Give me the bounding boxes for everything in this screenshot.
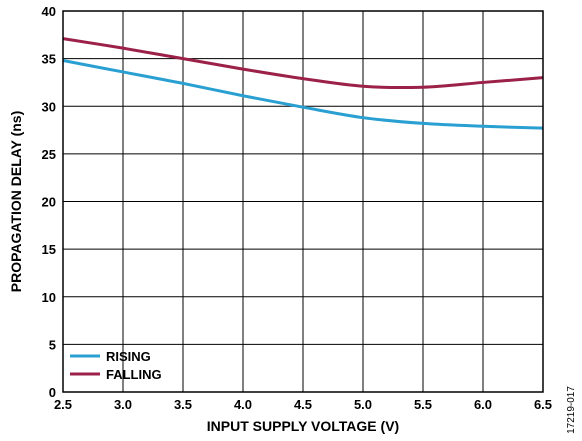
y-tick-label: 0 xyxy=(49,385,56,400)
x-tick-label: 5.0 xyxy=(354,397,372,412)
plot-frame xyxy=(62,10,544,393)
y-tick-label: 30 xyxy=(42,99,56,114)
legend: RISING FALLING xyxy=(70,349,162,382)
x-tick-labels: 2.5 3.0 3.5 4.0 4.5 5.0 5.5 6.0 6.5 xyxy=(54,397,552,412)
y-tick-label: 20 xyxy=(42,195,56,210)
x-tick-label: 3.0 xyxy=(114,397,132,412)
x-tick-label: 2.5 xyxy=(54,397,72,412)
x-axis-label: INPUT SUPPLY VOLTAGE (V) xyxy=(207,418,399,434)
legend-label-falling: FALLING xyxy=(106,367,162,382)
y-tick-label: 5 xyxy=(49,337,56,352)
y-axis-label: PROPAGATION DELAY (ns) xyxy=(8,111,24,293)
series-line-falling xyxy=(62,37,544,90)
x-tick-label: 3.5 xyxy=(174,397,192,412)
legend-label-rising: RISING xyxy=(106,349,151,364)
y-tick-label: 40 xyxy=(42,4,56,19)
y-tick-labels: 0 5 10 15 20 25 30 35 40 xyxy=(42,4,56,400)
y-tick-label: 35 xyxy=(42,52,56,67)
y-tick-label: 15 xyxy=(42,242,56,257)
series-lines xyxy=(62,37,544,130)
x-tick-label: 4.5 xyxy=(294,397,312,412)
x-tick-label: 5.5 xyxy=(414,397,432,412)
y-tick-label: 10 xyxy=(42,290,56,305)
x-tick-label: 4.0 xyxy=(234,397,252,412)
grid xyxy=(62,10,544,393)
x-tick-label: 6.0 xyxy=(474,397,492,412)
series-line-rising xyxy=(62,59,544,130)
figure-id: 17219-017 xyxy=(566,386,577,434)
x-tick-label: 6.5 xyxy=(534,397,552,412)
y-tick-label: 25 xyxy=(42,147,56,162)
